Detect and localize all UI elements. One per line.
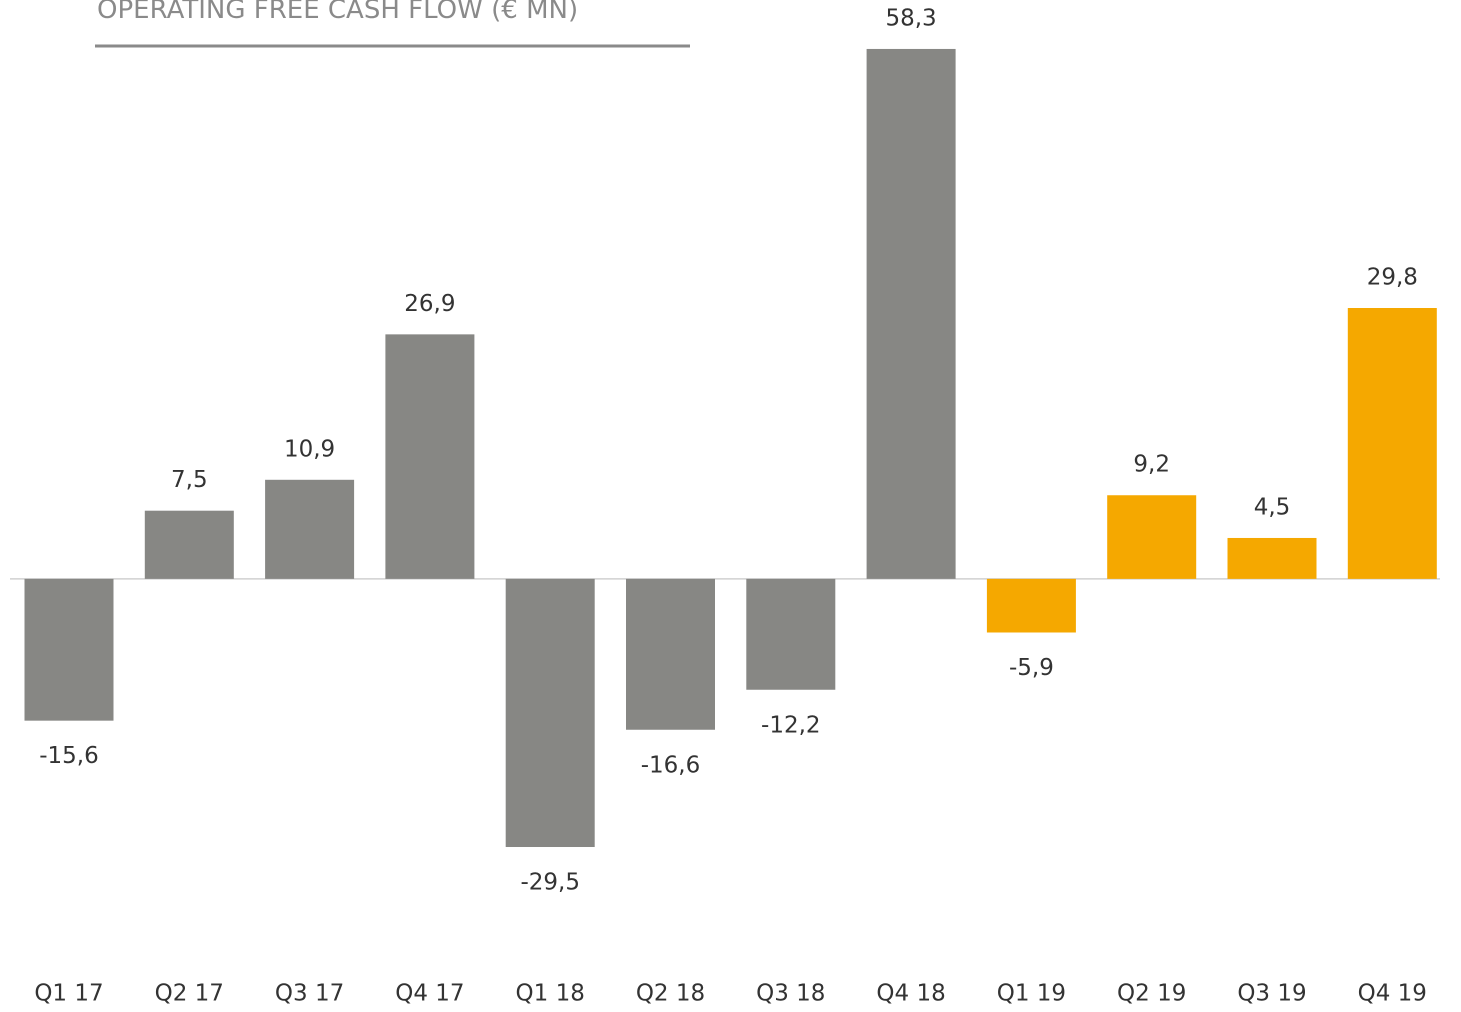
data-label: -29,5: [520, 870, 580, 896]
data-label: 9,2: [1133, 452, 1170, 478]
bar: [24, 578, 114, 721]
x-tick-label: Q3 18: [756, 981, 825, 1007]
x-tick-label: Q1 18: [516, 981, 585, 1007]
bar: [505, 578, 595, 848]
bar: [144, 510, 234, 579]
x-tick-label: Q4 18: [876, 981, 945, 1007]
x-tick-label: Q3 17: [275, 981, 344, 1007]
bar: [265, 479, 355, 579]
x-tick-label: Q1 19: [997, 981, 1066, 1007]
data-label: 10,9: [284, 436, 335, 462]
data-label: 26,9: [404, 291, 455, 317]
data-label: 7,5: [171, 467, 208, 493]
x-tick-label: Q3 19: [1237, 981, 1306, 1007]
data-label: -12,2: [761, 712, 821, 738]
bar: [1107, 495, 1197, 579]
data-label: 29,8: [1367, 265, 1418, 291]
x-tick-label: Q2 18: [636, 981, 705, 1007]
data-label: -15,6: [39, 743, 99, 769]
data-label: 4,5: [1254, 494, 1291, 520]
x-tick-label: Q4 19: [1358, 981, 1427, 1007]
data-label: 58,3: [885, 5, 936, 31]
bar: [626, 578, 715, 730]
bar: [1347, 308, 1437, 579]
chart-title: OPERATING FREE CASH FLOW (€ MN): [97, 0, 578, 25]
bar: [866, 48, 956, 579]
bar: [1227, 537, 1317, 579]
bar: [746, 578, 836, 690]
bar: [986, 578, 1076, 633]
x-tick-label: Q1 17: [34, 981, 103, 1007]
x-tick-label: Q4 17: [395, 981, 464, 1007]
bar: [385, 334, 475, 579]
x-tick-label: Q2 19: [1117, 981, 1186, 1007]
data-label: -5,9: [1009, 655, 1054, 681]
data-label: -16,6: [641, 752, 701, 778]
x-tick-label: Q2 17: [155, 981, 224, 1007]
